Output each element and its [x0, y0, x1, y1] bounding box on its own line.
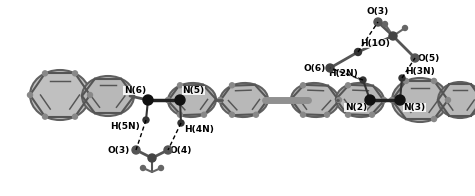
- Circle shape: [87, 93, 93, 97]
- Circle shape: [141, 165, 145, 171]
- Circle shape: [345, 83, 351, 88]
- Text: H(2N): H(2N): [328, 69, 358, 78]
- Text: O(5): O(5): [418, 54, 440, 63]
- Circle shape: [301, 83, 305, 88]
- Circle shape: [345, 112, 351, 117]
- Circle shape: [389, 32, 397, 40]
- Circle shape: [201, 112, 207, 117]
- Ellipse shape: [291, 83, 339, 117]
- Circle shape: [382, 22, 388, 26]
- Circle shape: [132, 146, 140, 154]
- Circle shape: [381, 97, 387, 103]
- Circle shape: [143, 117, 149, 123]
- Ellipse shape: [220, 83, 268, 117]
- Circle shape: [446, 97, 450, 103]
- Text: H(1O): H(1O): [360, 39, 390, 48]
- Circle shape: [159, 165, 163, 171]
- Text: N(2): N(2): [345, 103, 367, 112]
- Circle shape: [402, 25, 408, 31]
- Circle shape: [395, 95, 405, 105]
- Circle shape: [326, 64, 334, 72]
- Ellipse shape: [168, 83, 216, 117]
- Circle shape: [178, 83, 182, 88]
- Circle shape: [403, 78, 408, 83]
- Ellipse shape: [438, 82, 475, 118]
- Text: N(6): N(6): [124, 86, 146, 95]
- Circle shape: [42, 114, 48, 119]
- Circle shape: [73, 114, 77, 119]
- Text: H(5N): H(5N): [110, 122, 140, 131]
- Circle shape: [336, 97, 342, 103]
- Circle shape: [28, 93, 32, 97]
- Circle shape: [175, 95, 185, 105]
- Ellipse shape: [336, 83, 384, 117]
- Circle shape: [374, 18, 382, 26]
- Ellipse shape: [82, 76, 134, 116]
- Ellipse shape: [392, 78, 448, 122]
- Circle shape: [399, 75, 405, 81]
- Text: N(3): N(3): [403, 103, 425, 112]
- Circle shape: [390, 97, 395, 103]
- Circle shape: [365, 95, 375, 105]
- Text: H(4N): H(4N): [184, 125, 214, 134]
- Text: O(3): O(3): [367, 7, 389, 16]
- Circle shape: [165, 97, 171, 103]
- Circle shape: [411, 54, 419, 62]
- Circle shape: [178, 112, 182, 117]
- Circle shape: [178, 120, 184, 126]
- Circle shape: [42, 71, 48, 76]
- Circle shape: [431, 78, 437, 83]
- Circle shape: [301, 112, 305, 117]
- Text: O(4): O(4): [170, 145, 192, 154]
- Circle shape: [354, 48, 361, 55]
- Ellipse shape: [30, 70, 90, 120]
- Circle shape: [431, 117, 437, 122]
- Circle shape: [254, 112, 258, 117]
- Circle shape: [229, 83, 235, 88]
- Circle shape: [73, 71, 77, 76]
- Circle shape: [324, 112, 330, 117]
- Text: H(3N): H(3N): [405, 67, 435, 76]
- Circle shape: [164, 146, 172, 154]
- Circle shape: [370, 112, 374, 117]
- Text: N(5): N(5): [182, 86, 204, 95]
- Circle shape: [218, 97, 222, 103]
- Text: O(3): O(3): [108, 145, 130, 154]
- Text: O(6): O(6): [304, 64, 326, 73]
- Circle shape: [143, 95, 153, 105]
- Circle shape: [360, 77, 366, 83]
- Circle shape: [229, 112, 235, 117]
- Circle shape: [148, 154, 156, 162]
